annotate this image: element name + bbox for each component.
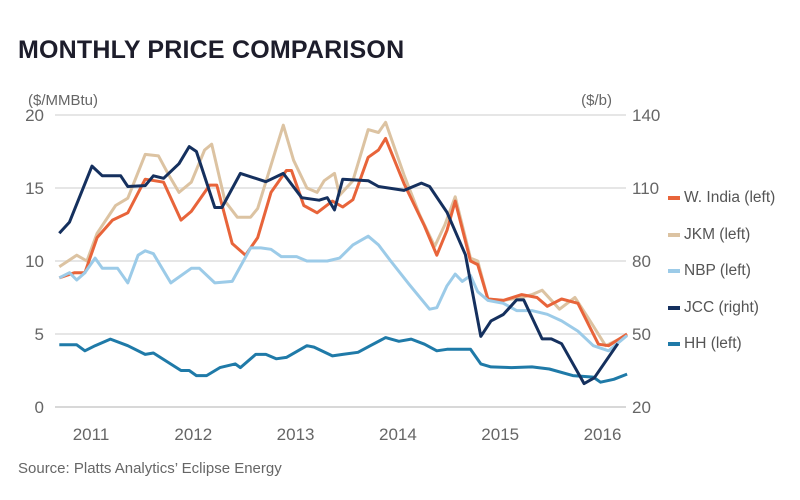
y-tick-left: 5 xyxy=(35,325,44,344)
legend-label: JCC (right) xyxy=(684,298,759,316)
y-tick-right: 110 xyxy=(632,179,659,198)
legend-swatch xyxy=(668,342,680,347)
y-tick-left: 20 xyxy=(25,106,44,125)
legend-item: JCC (right) xyxy=(668,290,800,327)
series-line-w xyxy=(58,136,628,348)
legend-swatch xyxy=(668,196,680,201)
x-tick: 2015 xyxy=(481,425,519,444)
y-tick-right: 20 xyxy=(632,398,651,417)
x-tick: 2013 xyxy=(277,425,315,444)
legend-label: W. India (left) xyxy=(684,189,776,207)
y-tick-left: 10 xyxy=(25,252,44,271)
legend-item: JKM (left) xyxy=(668,217,800,254)
legend: W. India (left) JKM (left) NBP (left) JCC (… xyxy=(668,180,800,363)
legend-item: NBP (left) xyxy=(668,253,800,290)
right-axis-unit: ($/b) xyxy=(581,92,612,109)
y-tick-left: 15 xyxy=(25,179,44,198)
x-tick: 2011 xyxy=(73,425,110,444)
y-tick-right: 140 xyxy=(632,106,660,125)
chart-title: MONTHLY PRICE COMPARISON xyxy=(18,36,405,64)
x-tick: 2016 xyxy=(584,425,622,444)
y-tick-right: 80 xyxy=(632,252,651,271)
legend-swatch xyxy=(668,305,680,310)
legend-swatch xyxy=(668,269,680,274)
legend-item: HH (left) xyxy=(668,326,800,363)
x-tick: 2014 xyxy=(379,425,417,444)
legend-swatch xyxy=(668,232,680,237)
left-axis-unit: ($/MMBtu) xyxy=(28,92,98,109)
y-tick-left: 0 xyxy=(35,398,44,417)
legend-label: JKM (left) xyxy=(684,225,751,243)
series-line-jcc xyxy=(58,145,620,386)
legend-item: W. India (left) xyxy=(668,180,800,217)
legend-label: NBP (left) xyxy=(684,262,751,280)
series-line-hh xyxy=(59,336,628,384)
legend-label: HH (left) xyxy=(684,335,742,353)
y-tick-right: 50 xyxy=(632,325,651,344)
x-tick: 2012 xyxy=(174,425,212,444)
source-note: Source: Platts Analytics’ Eclipse Energy xyxy=(18,460,282,477)
